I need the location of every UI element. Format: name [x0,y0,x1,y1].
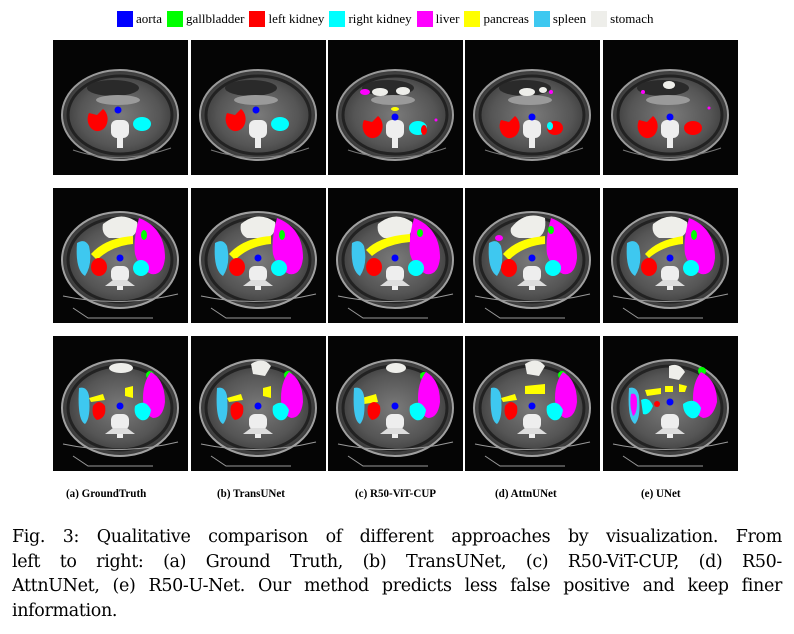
legend-swatch [329,11,346,27]
column-label-groundtruth: (a) GroundTruth [66,486,147,500]
legend-swatch [166,11,183,27]
legend-label: pancreas [483,11,529,26]
panel-row1-groundtruth [53,40,188,175]
legend-label: liver [435,11,460,26]
legend-item-pancreas: pancreas [464,11,529,27]
legend-item-left-kidney: left kidney [249,11,324,27]
column-label-transunet: (b) TransUNet [217,486,285,500]
legend-label: spleen [552,11,587,26]
panel-row3-attnunet [465,336,600,471]
caption-line: left to right: (a) Ground Truth, (b) Tra… [12,551,782,572]
panel-row2-r50-vit-cup [328,188,463,323]
panel-row2-attnunet [465,188,600,323]
panel-row3-groundtruth [53,336,188,471]
caption-line: AttnUNet, (e) R50-U-Net. Our method pred… [12,576,782,596]
legend-swatch [464,11,481,27]
panel-row1-attnunet [465,40,600,175]
legend-swatch [117,11,133,27]
legend-item-stomach: stomach [591,11,653,27]
panel-row3-r50-vit-cup [328,336,463,471]
legend-swatch [416,11,433,27]
panel-row3-unet [603,336,738,471]
legend-item-aorta: aorta [117,11,162,27]
panel-row2-transunet [191,188,326,323]
legend-item-spleen: spleen [533,11,587,27]
column-label-attnunet: (d) AttnUNet [495,486,557,500]
legend-label: aorta [136,11,162,26]
legend-swatch [591,11,608,27]
panel-row1-transunet [191,40,326,175]
caption-line: information. [12,600,118,621]
figure-caption: Fig. 3: Qualitative comparison of differ… [12,525,782,623]
panel-row2-groundtruth [53,188,188,323]
caption-line: Fig. 3: Qualitative comparison of differ… [12,527,782,547]
legend-item-right-kidney: right kidney [329,11,412,27]
legend-swatch [533,11,550,27]
legend-label: left kidney [268,11,325,26]
column-label-r50-vit-cup: (c) R50-ViT-CUP [355,486,437,500]
column-label-unet: (e) UNet [641,486,681,500]
panel-row1-r50-vit-cup [328,40,463,175]
legend-label: gallbladder [185,11,245,26]
legend-item-gallbladder: gallbladder [166,11,245,27]
legend-swatch [249,11,266,27]
panel-row3-transunet [191,336,326,471]
legend-label: right kidney [348,11,412,26]
panel-row2-unet [603,188,738,323]
legend: aorta gallbladder left kidney right kidn… [117,10,658,28]
legend-item-liver: liver [416,11,460,27]
panel-row1-unet [603,40,738,175]
legend-label: stomach [610,11,654,26]
